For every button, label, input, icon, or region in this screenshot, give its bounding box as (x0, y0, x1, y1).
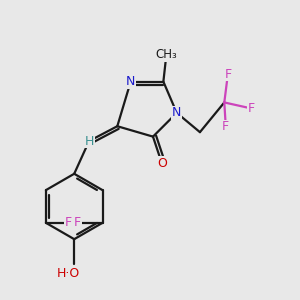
Text: H: H (84, 135, 94, 148)
Text: F: F (64, 216, 72, 229)
Text: N: N (126, 75, 135, 88)
Text: F: F (248, 102, 255, 115)
Text: H·O: H·O (57, 267, 80, 280)
Text: O: O (157, 157, 167, 170)
Text: CH₃: CH₃ (155, 48, 177, 62)
Text: F: F (224, 68, 231, 81)
Text: F: F (74, 216, 81, 229)
Text: F: F (222, 120, 230, 133)
Text: N: N (172, 106, 182, 119)
